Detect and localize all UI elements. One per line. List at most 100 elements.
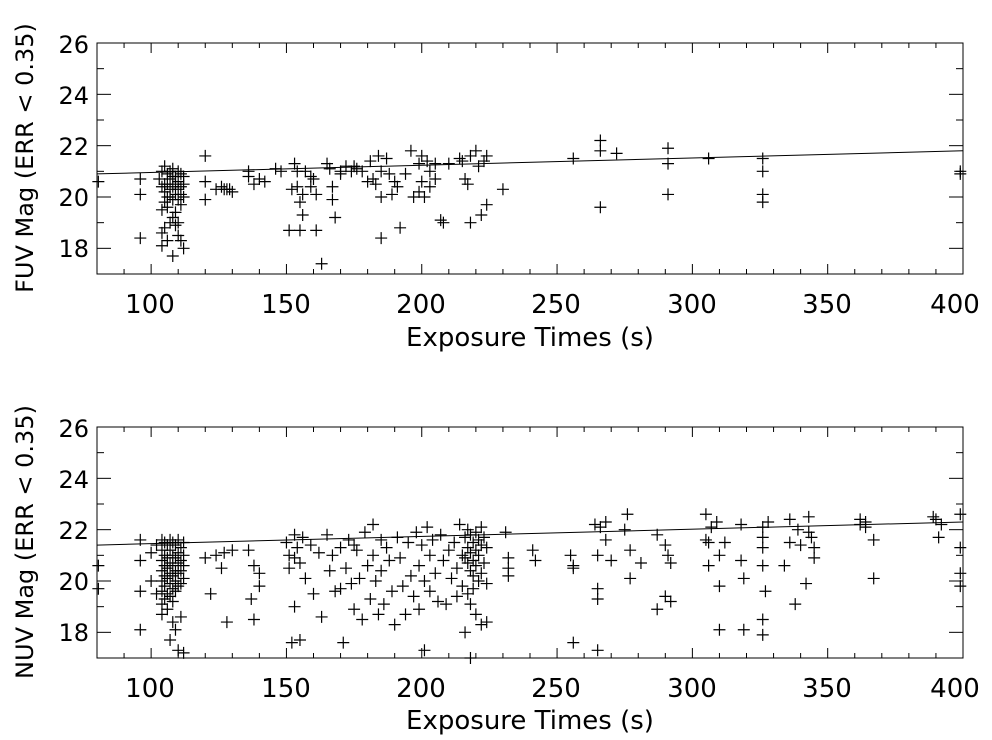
nuv-data-point (399, 608, 412, 621)
fuv-y-tick-label: 26 (58, 31, 89, 59)
fuv-data-point (429, 157, 442, 170)
nuv-data-point (134, 623, 147, 636)
nuv-data-point (174, 564, 187, 577)
fuv-data-point (288, 157, 301, 170)
fuv-data-point (472, 160, 485, 173)
fuv-data-point (161, 234, 174, 247)
nuv-data-point (172, 580, 185, 593)
nuv-data-point (499, 526, 512, 539)
nuv-data-point (169, 585, 182, 598)
fuv-data-point (161, 167, 174, 180)
nuv-markers (92, 508, 967, 664)
nuv-data-point (710, 515, 723, 528)
fuv-data-point (199, 149, 212, 162)
nuv-data-point (456, 580, 469, 593)
fuv-markers (92, 134, 967, 270)
nuv-data-point (591, 582, 604, 595)
fuv-data-point (429, 173, 442, 186)
nuv-data-point (394, 551, 407, 564)
fuv-data-point (169, 219, 182, 232)
fuv-y-tick-label: 22 (58, 133, 89, 161)
fuv-data-point (480, 149, 493, 162)
nuv-data-point (396, 580, 409, 593)
fuv-data-point (258, 175, 271, 188)
nuv-data-point (166, 616, 179, 629)
nuv-data-point (448, 536, 461, 549)
fuv-data-point (418, 191, 431, 203)
fuv-data-point (134, 173, 147, 186)
fuv-x-tick-label: 250 (531, 290, 581, 320)
nuv-data-point (166, 582, 179, 595)
fuv-data-point (413, 157, 426, 170)
nuv-data-point (372, 608, 385, 621)
nuv-data-point (434, 528, 447, 541)
nuv-data-point (475, 567, 488, 580)
nuv-data-point (699, 508, 712, 521)
nuv-data-point (367, 518, 380, 531)
nuv-data-point (659, 539, 672, 552)
nuv-data-point (664, 595, 677, 608)
fuv-data-point (442, 157, 455, 170)
nuv-data-point (367, 549, 380, 562)
nuv-data-point (166, 549, 179, 562)
nuv-data-point (594, 521, 607, 534)
nuv-data-point (385, 585, 398, 598)
nuv-data-point (350, 544, 363, 557)
nuv-data-point (293, 557, 306, 570)
nuv-data-point (469, 544, 482, 557)
fuv-data-point (480, 198, 493, 211)
nuv-data-point (954, 580, 967, 593)
fuv-data-point (172, 193, 185, 206)
nuv-data-point (283, 549, 296, 562)
fuv-data-point (172, 183, 185, 196)
fuv-y-tick-labels: 18 20 22 24 26 (58, 31, 89, 263)
nuv-data-point (329, 585, 342, 598)
nuv-data-point (756, 559, 769, 572)
nuv-data-point (737, 572, 750, 585)
nuv-data-point (283, 562, 296, 575)
nuv-data-point (339, 562, 352, 575)
nuv-data-point (242, 544, 255, 557)
fuv-data-point (253, 173, 266, 186)
nuv-data-point (226, 544, 239, 557)
nuv-data-point (469, 559, 482, 572)
fuv-data-point (356, 165, 369, 178)
fuv-data-point (155, 203, 168, 216)
fuv-data-point (326, 193, 339, 206)
fuv-data-point (477, 155, 490, 168)
nuv-data-point (418, 575, 431, 587)
nuv-data-point (859, 521, 872, 534)
nuv-data-point (756, 628, 769, 641)
nuv-data-point (418, 644, 431, 657)
fuv-data-point (299, 165, 312, 178)
fuv-data-point (242, 170, 255, 183)
nuv-data-point (296, 531, 309, 544)
nuv-data-point (299, 572, 312, 585)
nuv-data-point (304, 539, 317, 552)
fuv-data-point (158, 196, 171, 209)
nuv-data-point (169, 623, 182, 636)
nuv-data-point (475, 521, 488, 534)
fuv-data-point (315, 257, 328, 270)
nuv-data-point (342, 533, 355, 546)
nuv-data-point (599, 515, 612, 528)
nuv-data-point (867, 533, 880, 546)
fuv-data-point (375, 232, 388, 245)
fuv-data-point (177, 191, 190, 203)
fuv-data-point (413, 185, 426, 198)
fuv-data-point (348, 160, 361, 173)
nuv-data-point (164, 634, 177, 647)
nuv-data-point (954, 508, 967, 521)
nuv-data-point (800, 577, 813, 590)
nuv-data-point (169, 539, 182, 552)
nuv-data-point (759, 585, 772, 598)
nuv-data-point (404, 569, 417, 582)
fuv-data-point (293, 196, 306, 209)
fuv-data-point (756, 196, 769, 209)
fuv-data-point (158, 160, 171, 173)
nuv-data-point (92, 559, 105, 572)
nuv-data-point (662, 549, 675, 562)
nuv-data-point (664, 557, 677, 570)
fuv-data-point (364, 155, 377, 168)
nuv-data-point (161, 562, 174, 575)
